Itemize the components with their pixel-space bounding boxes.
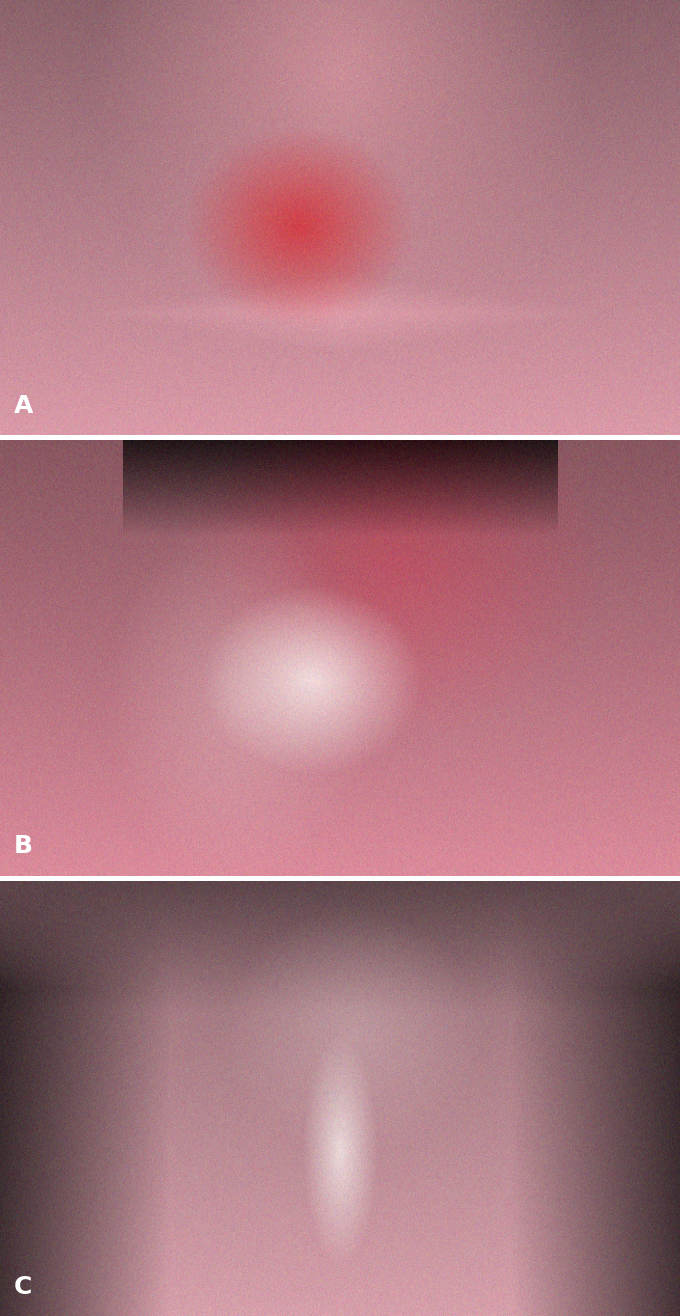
Text: B: B bbox=[14, 834, 33, 858]
Text: C: C bbox=[14, 1275, 32, 1299]
Text: A: A bbox=[14, 393, 33, 417]
